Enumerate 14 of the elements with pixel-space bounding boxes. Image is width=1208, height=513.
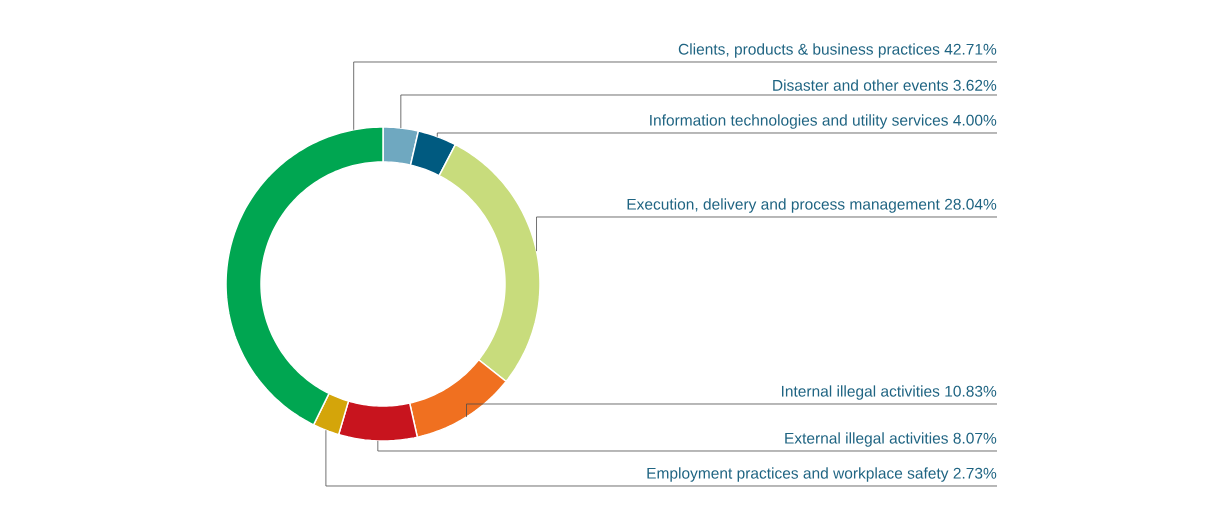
data-label: 4.00% (953, 114, 997, 126)
slice-label: External illegal activities (785, 432, 948, 447)
slice-label: Information technologies and utility services (650, 114, 948, 129)
slice-label: Disaster and other events (773, 79, 948, 91)
slice-label: Clients, products & business practices (678, 43, 940, 58)
data-label: 2.73% (953, 467, 997, 479)
data-label: 8.07% (953, 432, 997, 444)
slice-label: Execution, delivery and process management (627, 198, 940, 213)
data-label: 28.04% (945, 198, 997, 210)
data-label: 10.83% (945, 385, 997, 397)
data-label: 3.62% (953, 79, 997, 91)
data-label: 42.71% (944, 43, 997, 55)
slice-label: Internal illegal activities (781, 385, 940, 400)
slice-label: Employment practices and workplace safety (647, 467, 949, 482)
